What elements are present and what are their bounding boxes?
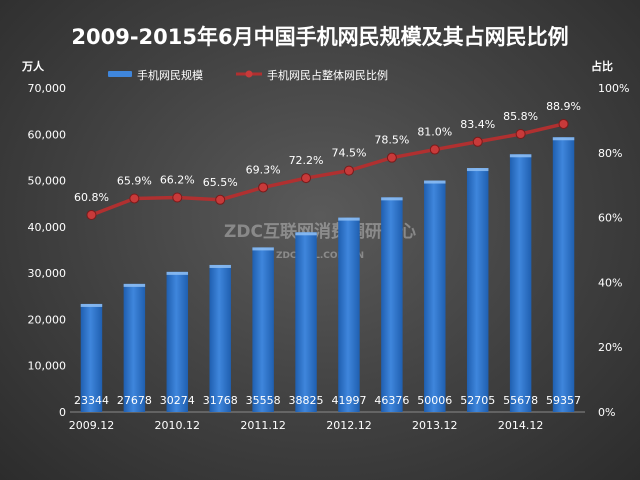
chart-title: 2009-2015年6月中国手机网民规模及其占网民比例 [71,25,568,49]
line-value-label: 69.3% [246,163,281,176]
legend-bar-swatch [108,71,132,77]
bar-top-highlight [209,264,231,268]
y-left-tick-label: 0 [59,406,66,419]
line-value-label: 60.8% [74,191,109,204]
bar [424,180,446,412]
x-tick-label: 2011.12 [240,419,286,432]
bar-top-highlight [295,232,317,236]
line-point [343,165,354,176]
y-left-unit: 万人 [21,59,45,73]
y-left-tick-label: 30,000 [28,267,67,280]
line-value-label: 74.5% [331,147,366,160]
line-point [301,173,312,184]
bar-top-highlight [509,154,532,158]
x-tick-label: 2013.12 [412,419,458,432]
y-right-tick-label: 20% [598,341,622,354]
y-right-tick-label: 100% [598,82,629,95]
line-point [129,193,140,204]
y-left-tick-label: 50,000 [28,175,67,188]
x-tick-label: 2012.12 [326,419,372,432]
y-left-tick-label: 70,000 [28,82,67,95]
x-tick-label: 2014.12 [498,419,544,432]
bar-value-label: 27678 [117,394,152,407]
line-value-label: 65.9% [117,174,152,187]
bar [166,271,189,412]
bar-value-label: 46376 [374,394,409,407]
watermark-subtext: ZDC.ZOL.COM.CN [276,251,364,261]
bar-top-highlight [424,180,446,184]
bar-top-highlight [80,303,103,307]
bar-top-highlight [552,137,575,141]
bar [509,154,532,412]
line-point [515,129,526,140]
line-point [429,144,440,155]
bar-value-label: 41997 [331,394,366,407]
bar-top-highlight [338,217,360,221]
legend-line-marker [245,70,253,78]
bar [381,197,403,412]
bar-value-label: 38825 [289,394,324,407]
legend-line-label: 手机网民占整体网民比例 [267,68,388,82]
bar-value-label: 55678 [503,394,538,407]
bar-value-label: 30274 [160,394,195,407]
line-point [472,136,483,147]
legend-bar-label: 手机网民规模 [137,68,203,82]
bar [252,247,274,412]
x-tick-label: 2009.12 [69,419,115,432]
watermark-text: ZDC互联网消费调研中心 [224,221,416,242]
y-right-tick-label: 40% [598,276,622,289]
line-value-label: 72.2% [289,154,324,167]
bar-value-label: 52705 [460,394,495,407]
bar [123,283,146,412]
y-right-tick-label: 0% [598,406,615,419]
bar-value-label: 35558 [246,394,281,407]
bar [338,217,360,412]
line-value-label: 65.5% [203,176,238,189]
line-value-label: 66.2% [160,174,195,187]
bar-top-highlight [252,247,274,251]
y-right-unit: 占比 [591,59,613,73]
line-point [258,182,269,193]
bar-top-highlight [166,271,189,275]
line-point [172,192,183,203]
y-left-tick-label: 20,000 [28,313,67,326]
bar [80,303,103,412]
bar-value-label: 59357 [546,394,581,407]
line-point [558,118,569,129]
bar [295,232,317,412]
bar-top-highlight [466,168,489,172]
bar [209,264,231,412]
bar-top-highlight [123,283,146,287]
bar-top-highlight [381,197,403,201]
line-value-label: 85.8% [503,110,538,123]
line-value-label: 88.9% [546,100,581,113]
bar [466,168,489,412]
bar-value-label: 50006 [417,394,452,407]
y-left-tick-label: 60,000 [28,128,67,141]
line-series [90,122,564,217]
bar-value-label: 23344 [74,394,109,407]
bar-value-label: 31768 [203,394,238,407]
y-left-tick-label: 10,000 [28,360,67,373]
line-value-label: 81.0% [417,126,452,139]
line-value-label: 78.5% [374,134,409,147]
bar [552,137,575,412]
y-right-tick-label: 80% [598,147,622,160]
y-right-tick-label: 60% [598,212,622,225]
line-point [215,194,226,205]
line-point [86,210,97,221]
x-tick-label: 2010.12 [155,419,201,432]
line-point [386,152,397,163]
line-value-label: 83.4% [460,118,495,131]
y-left-tick-label: 40,000 [28,221,67,234]
